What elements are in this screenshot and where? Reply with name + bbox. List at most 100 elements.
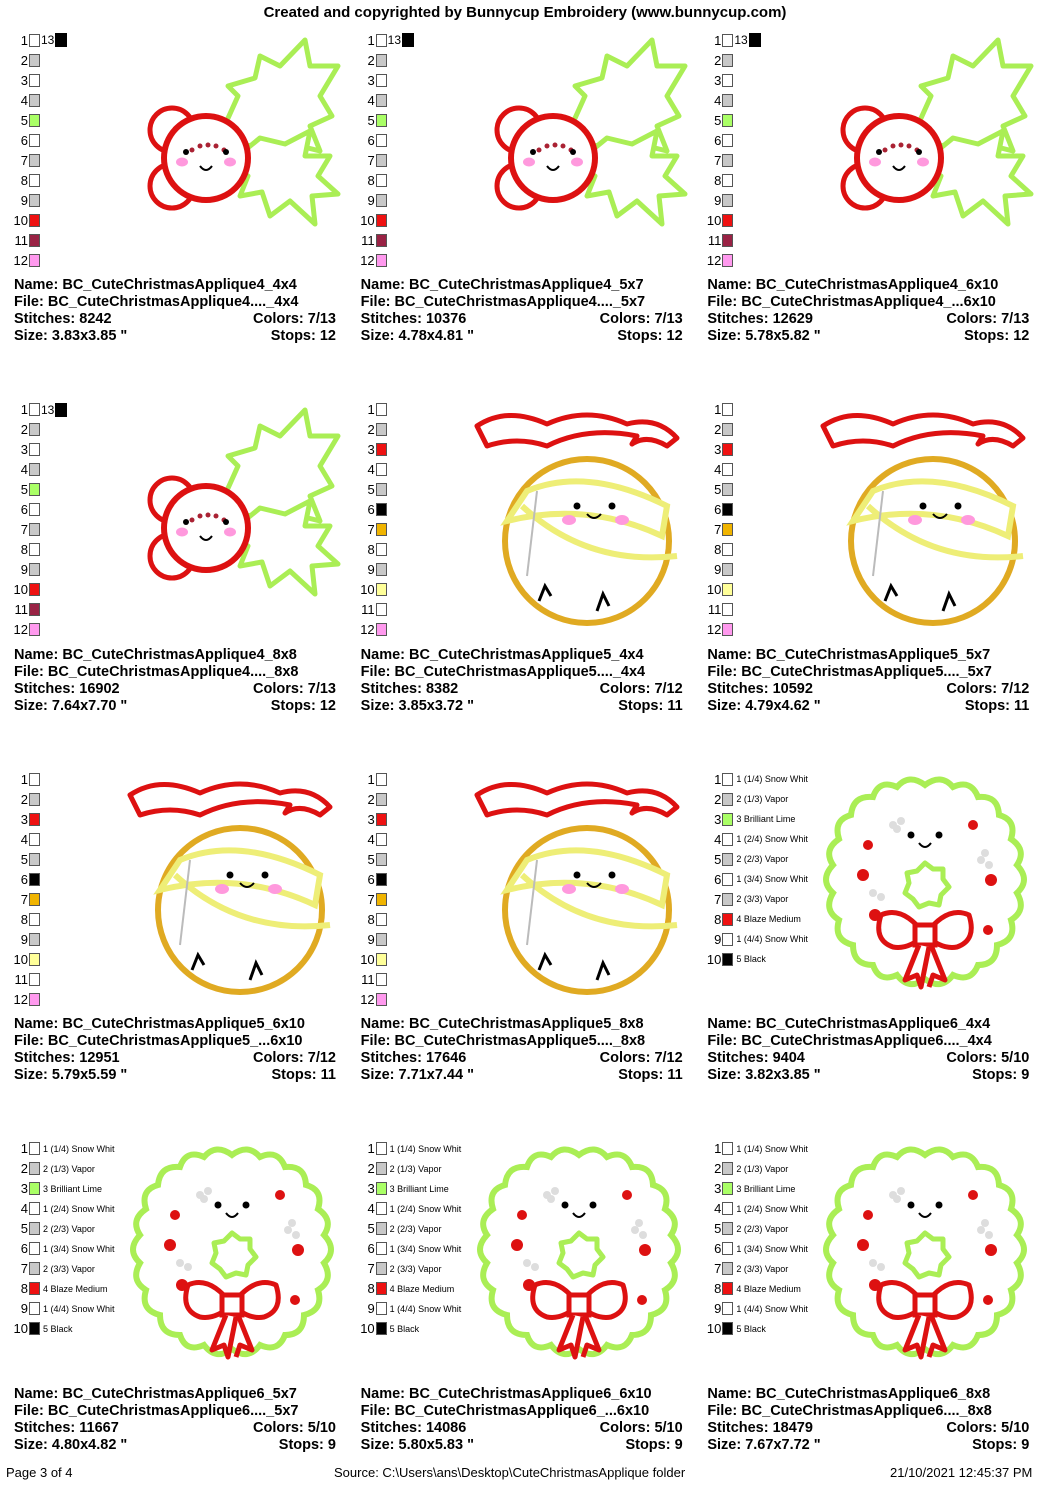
- color-swatch-row: 9: [12, 190, 124, 210]
- color-swatch: [29, 174, 40, 187]
- color-index: 10: [359, 582, 376, 597]
- color-swatch-row: 2: [12, 789, 124, 809]
- color-swatch: [376, 893, 387, 906]
- color-swatch-row: 10: [12, 949, 124, 969]
- color-index: 12: [12, 622, 29, 637]
- thread-name: 1 (3/4) Snow Whit: [736, 1244, 808, 1254]
- info-line: File: BC_CuteChristmasApplique4_...6x10: [707, 294, 1029, 311]
- color-swatch-last: [749, 33, 761, 47]
- design-name-label: Name:: [14, 1016, 62, 1032]
- info-line: File: BC_CuteChristmasApplique6...._4x4: [707, 1033, 1029, 1050]
- color-index: 6: [12, 1241, 29, 1256]
- design-size-label: Size:: [707, 328, 745, 344]
- color-index: 4: [705, 1201, 722, 1216]
- stitch-count: Stitches: 10592: [707, 681, 813, 698]
- color-swatch: [29, 503, 40, 516]
- color-index: 6: [705, 133, 722, 148]
- color-index: 5: [12, 852, 29, 867]
- color-swatch-row: 12: [12, 250, 124, 270]
- design-file-value: BC_CuteChristmasApplique4...._4x4: [48, 294, 299, 310]
- color-swatch-row: 8: [12, 540, 124, 560]
- info-line: Size: 7.64x7.70 "Stops: 12: [14, 698, 336, 715]
- design-name: Name: BC_CuteChristmasApplique5_6x10: [14, 1016, 305, 1033]
- color-swatch: [722, 1162, 733, 1175]
- color-count-label: Colors:: [946, 1050, 1001, 1066]
- color-swatch: [29, 214, 40, 227]
- color-index: 7: [12, 153, 29, 168]
- info-line: Name: BC_CuteChristmasApplique6_6x10: [361, 1386, 683, 1403]
- color-index: 6: [359, 1241, 376, 1256]
- color-swatch: [376, 54, 387, 67]
- design-name-value: BC_CuteChristmasApplique5_4x4: [409, 647, 644, 663]
- color-index: 7: [705, 153, 722, 168]
- color-swatch: [722, 793, 733, 806]
- color-index: 5: [705, 852, 722, 867]
- design-file-value: BC_CuteChristmasApplique6...._5x7: [48, 1403, 299, 1419]
- color-swatch: [29, 933, 40, 946]
- design-file: File: BC_CuteChristmasApplique6...._4x4: [707, 1033, 991, 1050]
- design-size-value: 7.64x7.70 ": [52, 698, 127, 714]
- design-file: File: BC_CuteChristmasApplique4...._5x7: [361, 294, 645, 311]
- info-line: Size: 7.71x7.44 "Stops: 11: [361, 1067, 683, 1084]
- color-index: 6: [12, 502, 29, 517]
- design-size: Size: 4.78x4.81 ": [361, 328, 474, 345]
- design-name: Name: BC_CuteChristmasApplique5_5x7: [707, 647, 990, 664]
- color-swatch-row: 7: [12, 889, 124, 909]
- thread-name: 2 (3/3) Vapor: [43, 1264, 95, 1274]
- design-file: File: BC_CuteChristmasApplique5_...6x10: [14, 1033, 302, 1050]
- info-line: Size: 3.85x3.72 "Stops: 11: [361, 698, 683, 715]
- design-file-label: File:: [14, 1033, 48, 1049]
- thread-name: 4 Blaze Medium: [390, 1284, 455, 1294]
- stop-count-label: Stops:: [271, 328, 320, 344]
- color-swatch-row: 7: [359, 150, 471, 170]
- color-swatch: [722, 893, 733, 906]
- design-size-label: Size:: [14, 698, 52, 714]
- color-swatch-row: 9: [12, 929, 124, 949]
- info-line: Name: BC_CuteChristmasApplique5_5x7: [707, 647, 1029, 664]
- design-file-value: BC_CuteChristmasApplique5...._8x8: [395, 1033, 646, 1049]
- stop-count-label: Stops:: [972, 1437, 1021, 1453]
- thread-name: 1 (1/4) Snow Whit: [736, 1144, 808, 1154]
- info-line: Name: BC_CuteChristmasApplique6_5x7: [14, 1386, 336, 1403]
- color-count: Colors: 7/12: [600, 681, 683, 698]
- stitch-count-value: 11667: [79, 1420, 119, 1436]
- color-swatch: [29, 423, 40, 436]
- stop-count-label: Stops:: [625, 1437, 674, 1453]
- color-index: 7: [705, 1261, 722, 1276]
- design-size-value: 3.85x3.72 ": [399, 698, 474, 714]
- color-swatch: [29, 543, 40, 556]
- color-swatch-row: 2: [359, 50, 471, 70]
- stop-count-label: Stops:: [279, 1437, 328, 1453]
- color-index: 12: [705, 622, 722, 637]
- thread-name: 4 Blaze Medium: [43, 1284, 108, 1294]
- stitch-count-value: 17646: [426, 1050, 466, 1066]
- color-index: 1: [705, 33, 722, 48]
- stitch-count-value: 18479: [773, 1420, 813, 1436]
- color-swatch-row: 12: [12, 620, 124, 640]
- design-name-value: BC_CuteChristmasApplique5_6x10: [62, 1016, 305, 1032]
- source-path: Source: C:\Users\ans\Desktop\CuteChristm…: [334, 1465, 685, 1480]
- color-index: 9: [705, 193, 722, 208]
- color-swatch-row: 11: [359, 230, 471, 250]
- color-swatch: [376, 623, 387, 636]
- color-count: Colors: 7/12: [253, 1050, 336, 1067]
- design-size-value: 3.82x3.85 ": [745, 1067, 820, 1083]
- design-size-label: Size:: [14, 328, 52, 344]
- color-swatch-row: 1: [705, 400, 817, 420]
- design-file: File: BC_CuteChristmasApplique5...._4x4: [361, 664, 645, 681]
- color-swatch: [376, 993, 387, 1006]
- color-swatch-row: 3: [705, 440, 817, 460]
- color-swatch-row: 12: [359, 989, 471, 1009]
- color-swatch-row: 5: [359, 849, 471, 869]
- design-file-value: BC_CuteChristmasApplique4...._5x7: [395, 294, 646, 310]
- color-index: 11: [359, 233, 376, 248]
- design-file-value: BC_CuteChristmasApplique5...._5x7: [741, 664, 992, 680]
